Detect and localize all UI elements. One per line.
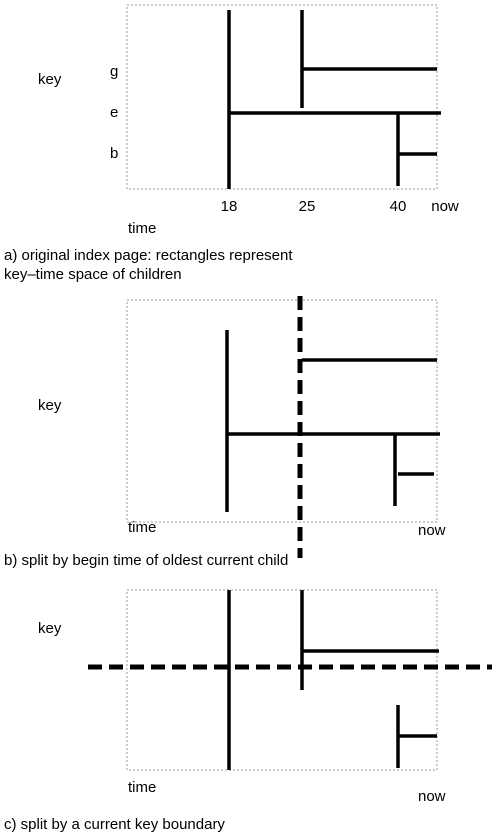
caption: a) original index page: rectangles repre…: [4, 247, 293, 264]
caption: c) split by a current key boundary: [4, 816, 225, 833]
key-value: b: [110, 145, 118, 162]
key-value: g: [110, 63, 118, 80]
frame: [126, 299, 438, 523]
key-label: key: [38, 71, 62, 88]
frame: [126, 4, 438, 190]
key-value: e: [110, 104, 118, 121]
now-label: now: [418, 522, 446, 539]
time-label: time: [128, 220, 156, 237]
key-label: key: [38, 397, 62, 414]
frame: [126, 589, 438, 771]
caption: b) split by begin time of oldest current…: [4, 552, 288, 569]
caption: key–time space of children: [4, 266, 182, 283]
time-tick: 40: [390, 198, 407, 215]
time-tick: 18: [221, 198, 238, 215]
now-label: now: [418, 788, 446, 805]
time-tick: 25: [299, 198, 316, 215]
key-label: key: [38, 620, 62, 637]
time-label: time: [128, 779, 156, 796]
time-label: time: [128, 519, 156, 536]
time-tick: now: [431, 198, 459, 215]
